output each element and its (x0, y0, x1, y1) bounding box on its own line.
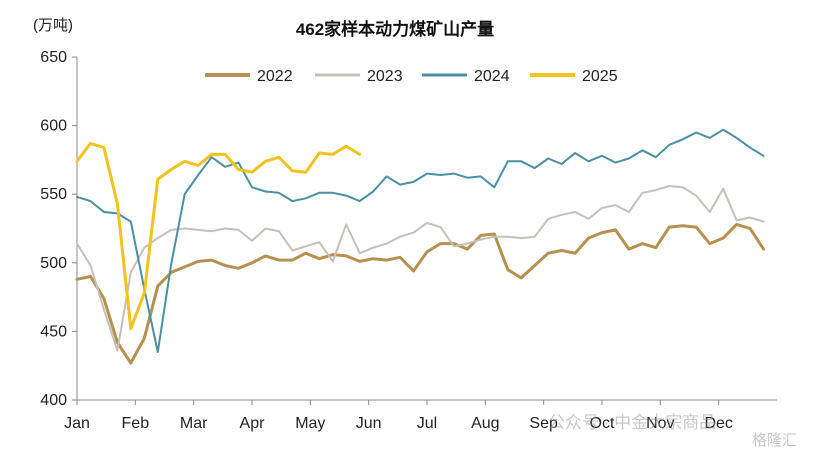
watermark: 公众号 · 中金大宗商品 (548, 413, 716, 432)
x-tick-label: Dec (704, 415, 732, 432)
x-tick-label: Nov (646, 415, 674, 432)
y-tick-label: 400 (40, 392, 67, 409)
y-tick-label: 500 (40, 255, 67, 272)
legend-label-2024: 2024 (474, 68, 510, 85)
series-line-2025 (75, 141, 362, 331)
y-tick-label: 550 (40, 186, 67, 203)
y-tick-label: 600 (40, 118, 67, 135)
series-line-2024 (76, 128, 765, 353)
x-tick-label: Jan (64, 415, 90, 432)
legend-label-2025: 2025 (582, 68, 618, 85)
chart-title: 462家样本动力煤矿山产量 (296, 19, 494, 39)
x-tick-label: Aug (471, 415, 499, 432)
axes: 400 450 500 550 600 650 Jan Feb Mar Apr May Jun Jul A… (40, 49, 777, 432)
legend: 2022 2023 2024 2025 (205, 68, 618, 85)
y-tick-label: 450 (40, 323, 67, 340)
series-line-2022 (75, 222, 765, 365)
x-tick-label: May (295, 415, 325, 432)
x-tick-label: Oct (590, 415, 615, 432)
series-lines (75, 128, 765, 365)
legend-label-2022: 2022 (257, 68, 293, 85)
y-tick-label: 650 (40, 49, 67, 66)
legend-label-2023: 2023 (367, 68, 403, 85)
x-tick-label: Sep (529, 415, 558, 432)
x-tick-label: Feb (122, 415, 150, 432)
watermark-logo: 格隆汇 (752, 432, 797, 449)
y-unit-label: (万吨) (33, 17, 73, 34)
x-tick-label: Apr (240, 415, 266, 432)
x-tick-label: Jul (417, 415, 437, 432)
x-tick-label: Mar (180, 415, 208, 432)
x-tick-label: Jun (356, 415, 382, 432)
series-line-2023 (76, 185, 765, 352)
